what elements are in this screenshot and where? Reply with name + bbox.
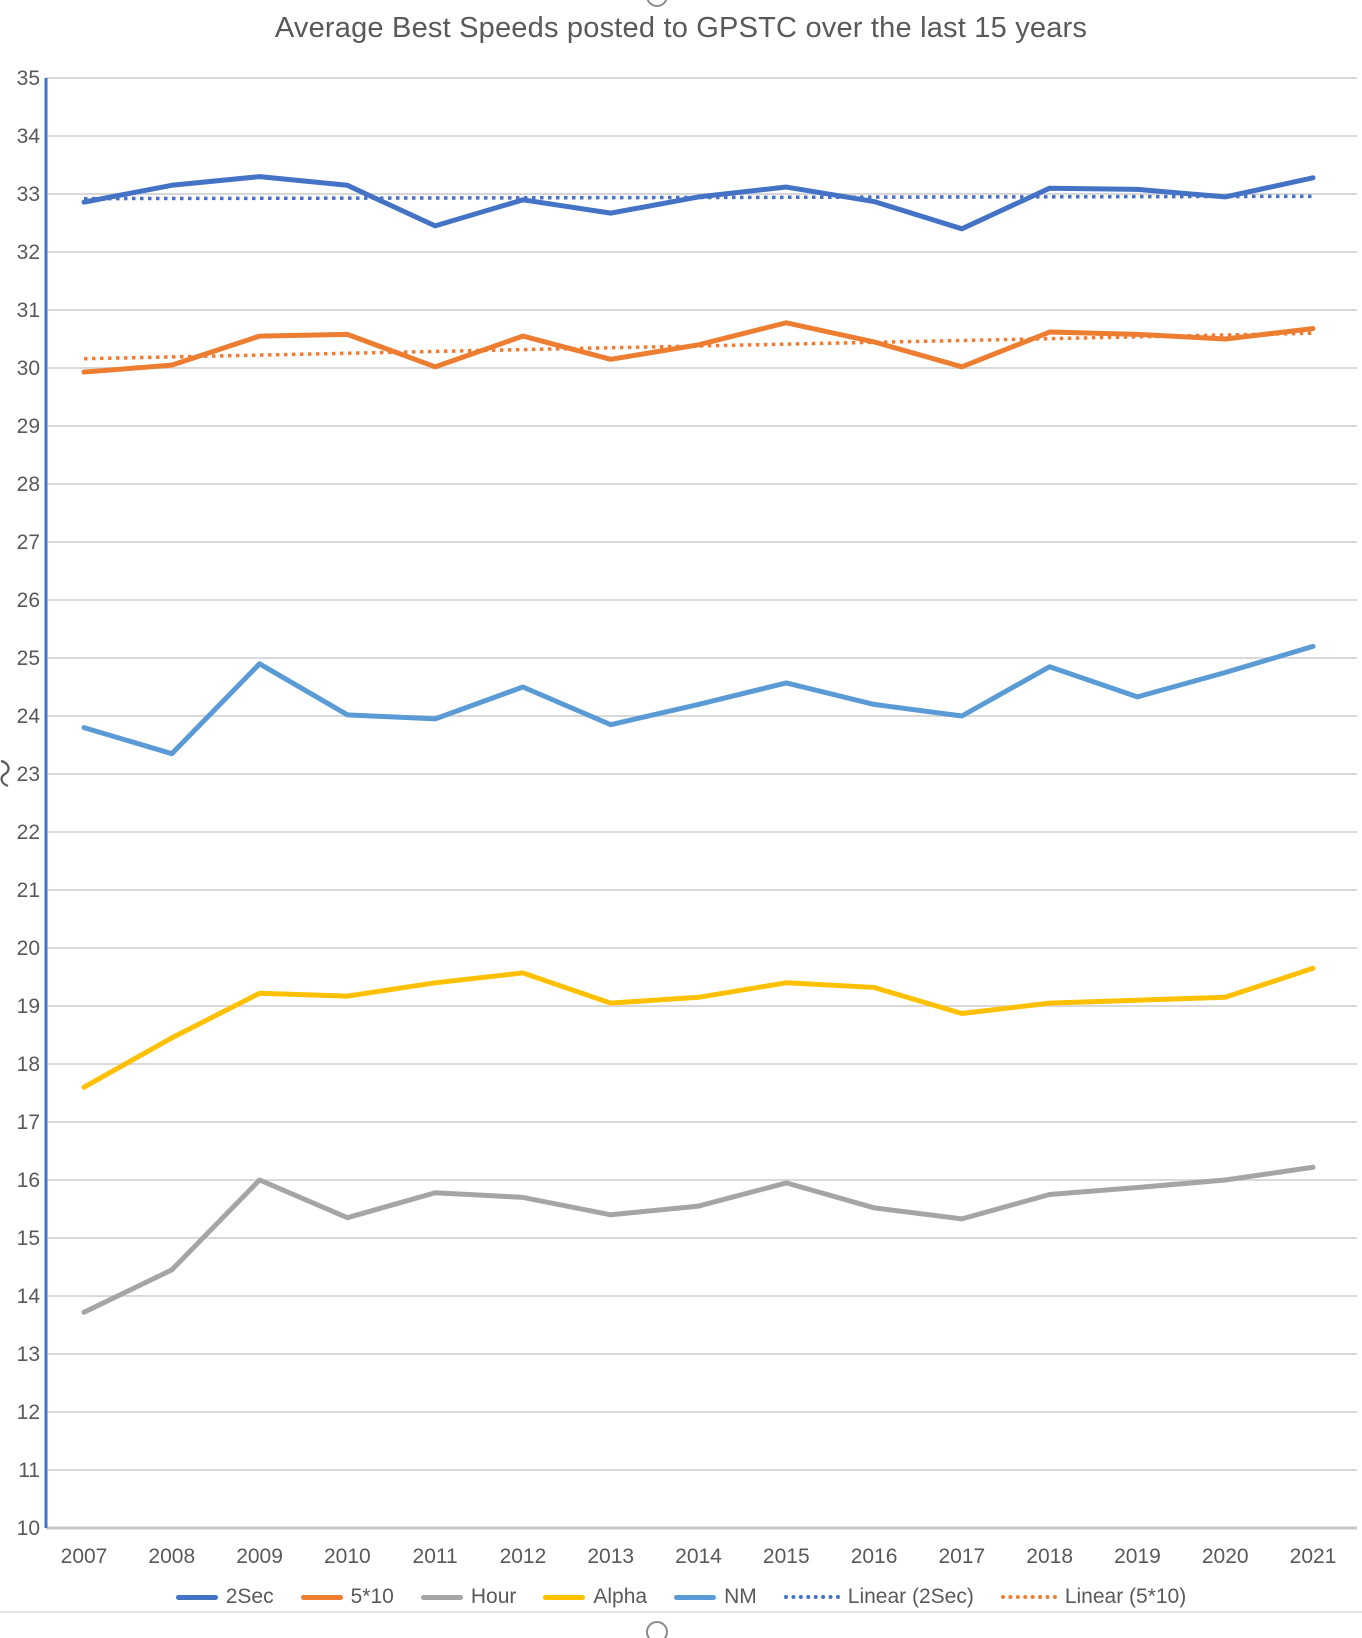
y-tick-label: 24 bbox=[17, 705, 41, 728]
x-tick-label: 2012 bbox=[500, 1545, 547, 1568]
x-tick-label: 2011 bbox=[413, 1545, 458, 1568]
y-tick-label: 22 bbox=[17, 821, 40, 844]
y-tick-label: 34 bbox=[17, 125, 41, 148]
series-line-2Sec bbox=[81, 174, 1316, 232]
y-tick-label: 21 bbox=[17, 879, 40, 902]
trendline-Linear (5*10) bbox=[83, 331, 1314, 361]
x-tick-label: 2010 bbox=[324, 1545, 371, 1568]
legend-swatch bbox=[175, 1594, 218, 1600]
legend-label: Hour bbox=[470, 1585, 517, 1608]
y-axis-title-fragment bbox=[0, 759, 10, 788]
legend-label: Linear (2Sec) bbox=[847, 1585, 974, 1608]
y-tick-label: 12 bbox=[17, 1401, 40, 1424]
legend-item-5*10[interactable]: 5*10 bbox=[300, 1585, 394, 1609]
legend-swatch bbox=[1000, 1595, 1057, 1599]
chart-resize-handle-top[interactable] bbox=[646, 0, 668, 7]
y-tick-label: 13 bbox=[17, 1343, 40, 1366]
y-tick-label: 15 bbox=[17, 1227, 40, 1250]
legend-swatch bbox=[674, 1594, 717, 1600]
legend-label: Linear (5*10) bbox=[1064, 1585, 1187, 1608]
y-tick-label: 31 bbox=[17, 299, 40, 322]
x-tick-label: 2019 bbox=[1114, 1545, 1161, 1568]
legend-item-Alpha[interactable]: Alpha bbox=[543, 1585, 647, 1609]
y-tick-label: 33 bbox=[17, 183, 40, 206]
legend-item-Linear (2Sec)[interactable]: Linear (2Sec) bbox=[783, 1585, 974, 1609]
x-tick-label: 2018 bbox=[1026, 1545, 1073, 1568]
legend-swatch bbox=[300, 1594, 343, 1600]
y-tick-label: 10 bbox=[17, 1517, 40, 1540]
x-tick-label: 2014 bbox=[675, 1545, 722, 1568]
legend-item-Hour[interactable]: Hour bbox=[420, 1585, 517, 1609]
y-tick-label: 25 bbox=[17, 647, 40, 670]
x-tick-label: 2013 bbox=[587, 1545, 634, 1568]
x-tick-label: 2015 bbox=[763, 1545, 810, 1568]
series-line-Alpha bbox=[81, 965, 1316, 1090]
x-tick-label: 2017 bbox=[939, 1545, 986, 1568]
y-tick-label: 14 bbox=[17, 1285, 41, 1308]
legend-label: 2Sec bbox=[225, 1585, 274, 1608]
legend-swatch bbox=[420, 1594, 463, 1600]
y-tick-label: 11 bbox=[18, 1459, 40, 1482]
y-tick-label: 17 bbox=[17, 1111, 40, 1134]
legend-label: Alpha bbox=[593, 1585, 648, 1608]
y-tick-label: 18 bbox=[17, 1053, 40, 1076]
legend-item-Linear (5*10)[interactable]: Linear (5*10) bbox=[1000, 1585, 1187, 1609]
legend-label: NM bbox=[724, 1585, 757, 1608]
x-tick-label: 2021 bbox=[1290, 1545, 1337, 1568]
series-line-5*10 bbox=[81, 320, 1316, 375]
series-line-Hour bbox=[81, 1164, 1316, 1315]
y-tick-label: 35 bbox=[17, 67, 40, 90]
legend-label: 5*10 bbox=[350, 1585, 394, 1608]
data-series-lines bbox=[81, 174, 1316, 1315]
y-tick-label: 23 bbox=[17, 763, 40, 786]
y-tick-label: 27 bbox=[17, 531, 40, 554]
legend-swatch bbox=[543, 1594, 586, 1600]
y-tick-label: 28 bbox=[17, 473, 40, 496]
x-tick-label: 2020 bbox=[1202, 1545, 1249, 1568]
trendline-Linear (2Sec) bbox=[83, 194, 1314, 201]
y-tick-label: 30 bbox=[17, 357, 40, 380]
x-tick-label: 2008 bbox=[148, 1545, 195, 1568]
axis-tick-labels: 1011121314151617181920212223242526272829… bbox=[17, 67, 1337, 1568]
x-tick-label: 2007 bbox=[61, 1545, 108, 1568]
chart-legend: 2Sec 5*10 Hour Alpha NM Linear (2Sec) Linear (… bbox=[0, 1585, 1362, 1609]
y-tick-label: 19 bbox=[17, 995, 40, 1018]
gridlines bbox=[46, 77, 1357, 1530]
y-tick-label: 26 bbox=[17, 589, 40, 612]
y-tick-label: 16 bbox=[17, 1169, 40, 1192]
chart-title: Average Best Speeds posted to GPSTC over… bbox=[274, 12, 1088, 44]
y-tick-label: 32 bbox=[17, 241, 40, 264]
chart-resize-handle-bottom-layer bbox=[646, 1621, 668, 1638]
chart-resize-handle-bottom[interactable] bbox=[646, 1621, 668, 1638]
y-tick-label: 20 bbox=[17, 937, 40, 960]
legend-item-NM[interactable]: NM bbox=[674, 1585, 757, 1609]
series-line-NM bbox=[81, 643, 1316, 757]
x-tick-label: 2016 bbox=[851, 1545, 898, 1568]
chart-bottom-border bbox=[0, 1611, 1362, 1613]
legend-swatch bbox=[783, 1595, 840, 1599]
legend-item-2Sec[interactable]: 2Sec bbox=[175, 1585, 274, 1609]
x-tick-label: 2009 bbox=[236, 1545, 283, 1568]
y-tick-label: 29 bbox=[17, 415, 40, 438]
